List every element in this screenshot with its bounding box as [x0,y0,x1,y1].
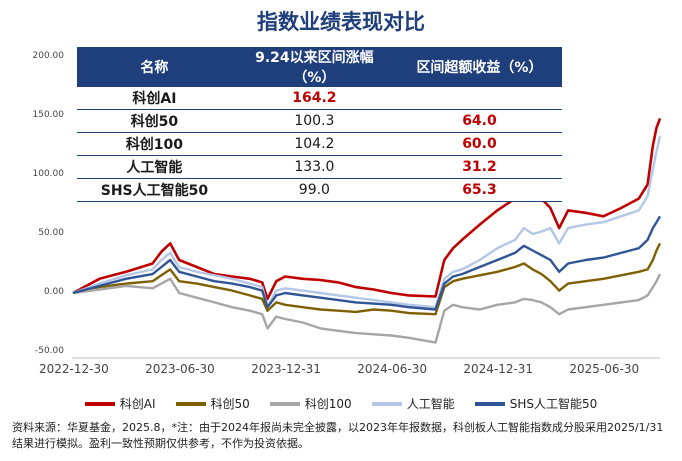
table-header-gain: 9.24以来区间涨幅（%） [231,47,397,87]
row-gain: 164.2 [231,87,397,110]
row-gain: 133.0 [231,155,397,179]
legend-label: 科创AI [119,397,156,411]
legend-item: 科创AI [84,395,156,412]
table-row: 科创100 104.2 60.0 [77,132,562,156]
legend-label: SHS人工智能50 [509,397,598,411]
row-gain: 99.0 [231,178,397,202]
legend-label: 科创100 [304,397,352,411]
x-tick-label: 2022-12-30 [39,362,109,376]
legend-swatch [474,401,505,406]
series-line [72,135,662,309]
x-tick-label: 2023-06-30 [145,362,215,376]
row-name: 科创100 [77,132,232,156]
chart-title: 指数业绩表现对比 [257,10,425,34]
series-line [72,273,662,344]
legend-swatch [371,401,402,406]
chart-legend: 科创AI 科创50 科创100 人工智能 SHS人工智能50 [0,395,682,412]
y-tick-label: 100.00 [32,169,65,179]
row-excess: 64.0 [396,109,562,133]
y-tick-label: 200.00 [32,51,65,61]
table-row: 人工智能 133.0 31.2 [77,155,562,179]
row-excess [396,87,562,110]
legend-swatch [175,401,206,406]
legend-swatch [269,401,300,406]
row-excess: 31.2 [396,155,562,179]
x-tick-label: 2025-06-30 [569,362,640,376]
source-note: 资料来源：华夏基金，2025.8，*注：由于2024年报尚未完全披露，以2023… [12,421,664,450]
row-name: 科创AI [77,87,232,110]
row-name: 人工智能 [77,155,232,179]
legend-item: 科创50 [175,395,250,412]
series-line [72,215,662,311]
legend-label: 科创50 [210,397,250,411]
table-header-name: 名称 [77,47,232,87]
legend-item: 科创100 [269,395,352,412]
performance-table: 名称 9.24以来区间涨幅（%） 区间超额收益（%） 科创AI 164.2 科创… [77,47,562,202]
legend-swatch [84,401,115,406]
table-row: 科创AI 164.2 [77,87,562,110]
x-tick-label: 2023-12-31 [251,362,321,376]
row-gain: 100.3 [231,109,397,133]
y-tick-label: -50.00 [34,346,64,356]
table-row: 科创50 100.3 64.0 [77,109,562,133]
row-excess: 60.0 [396,132,562,156]
series-line [72,242,662,316]
row-name: 科创50 [77,109,232,133]
series-line [72,117,662,301]
table-header-excess: 区间超额收益（%） [396,47,562,87]
y-tick-label: 0.00 [43,287,64,297]
x-tick-label: 2024-06-30 [357,362,427,376]
table-header-row: 名称 9.24以来区间涨幅（%） 区间超额收益（%） [77,47,562,87]
legend-item: SHS人工智能50 [474,395,598,412]
y-tick-label: 50.00 [38,228,64,238]
table-row: SHS人工智能50 99.0 65.3 [77,178,562,202]
row-excess: 65.3 [396,178,562,202]
legend-label: 人工智能 [406,397,455,411]
row-name: SHS人工智能50 [77,178,232,202]
y-tick-label: 150.00 [32,110,65,120]
x-tick-label: 2024-12-31 [463,362,534,376]
legend-item: 人工智能 [371,395,455,412]
row-gain: 104.2 [231,132,397,156]
